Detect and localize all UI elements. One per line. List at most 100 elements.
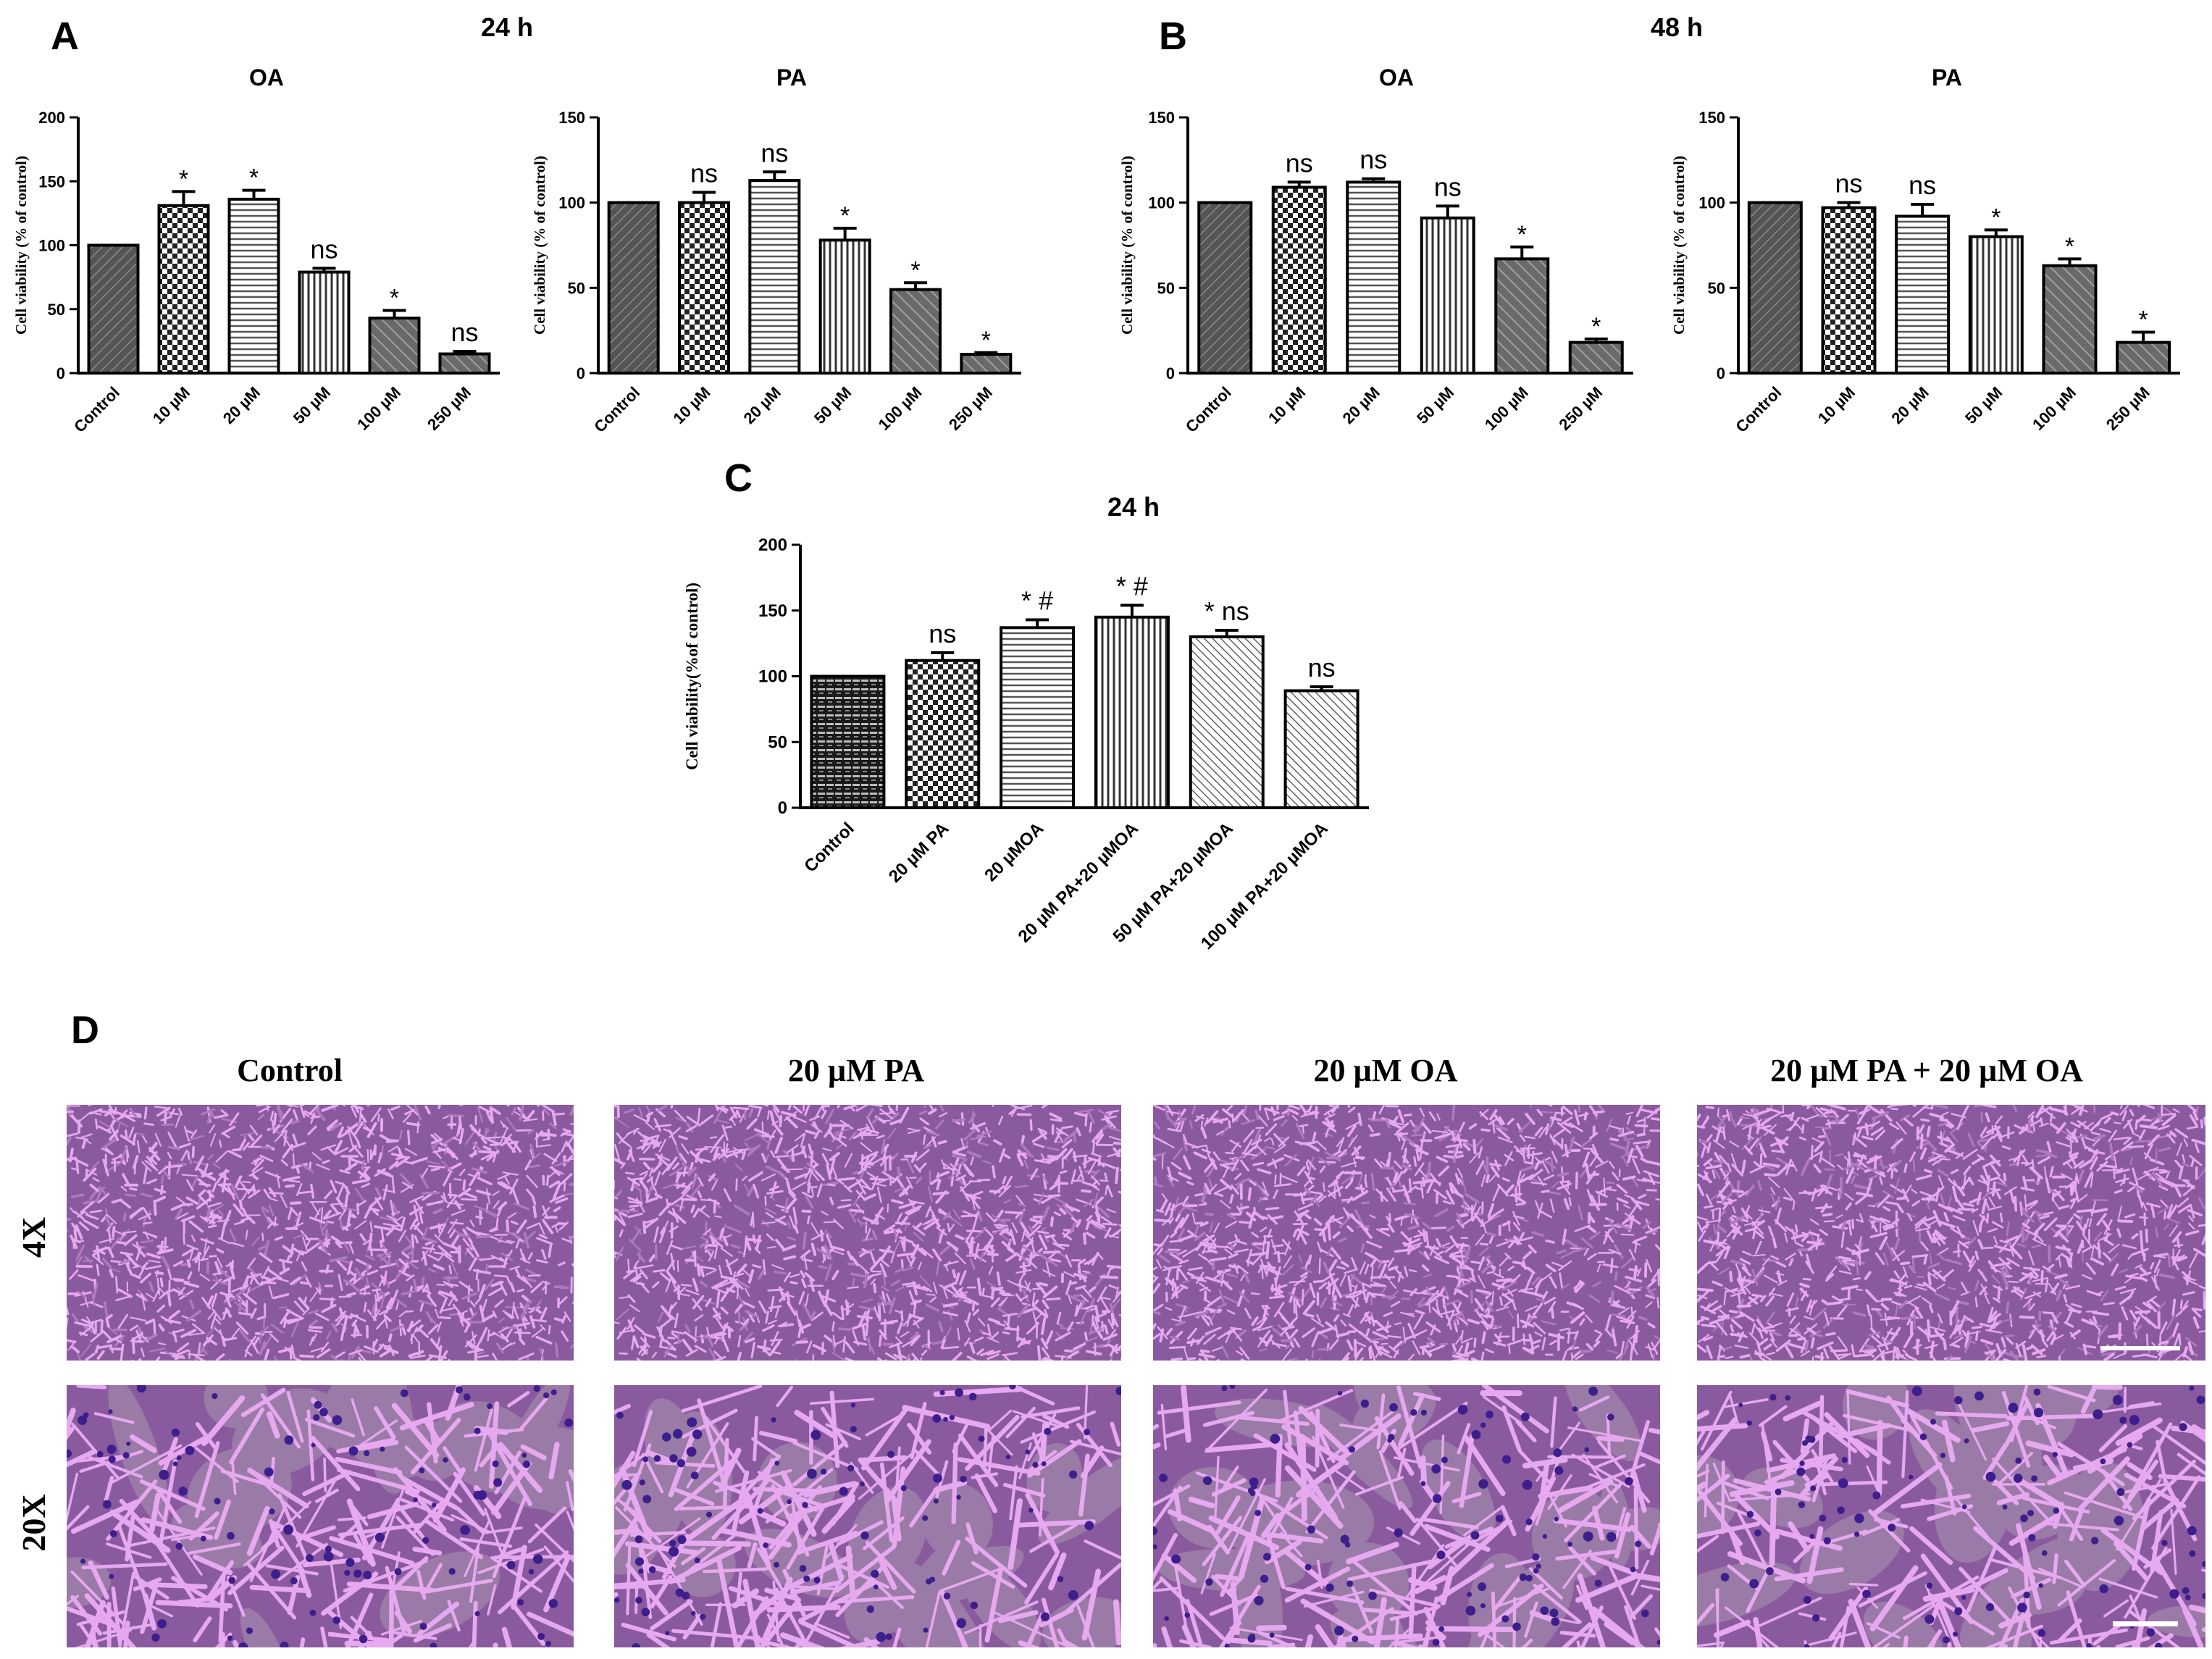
x-tick-label: 10 µM xyxy=(669,383,713,427)
bar xyxy=(1895,214,1951,375)
x-tick-label: 50 µM xyxy=(810,383,855,427)
y-tick-label: 0 xyxy=(1166,364,1175,383)
x-tick-label: 20 µM PA xyxy=(885,819,953,887)
micrograph-tile xyxy=(67,1105,574,1361)
x-tick-label: Control xyxy=(590,383,643,436)
y-tick-label: 150 xyxy=(558,109,585,127)
significance-label: ns xyxy=(1835,169,1862,199)
bar xyxy=(1094,615,1170,809)
micrograph-tile xyxy=(614,1385,1121,1647)
bar xyxy=(905,659,981,809)
panel-letter-d: D xyxy=(71,1008,99,1052)
chart-a-pa: PA Cell viability (% of control) 0 50 100 150… xyxy=(531,64,1021,436)
y-tick-label: 100 xyxy=(758,667,787,687)
x-tick-label: Control xyxy=(70,383,123,436)
significance-label: * # xyxy=(1021,585,1053,615)
panel-a-time: 24 h xyxy=(481,12,533,42)
y-tick-label: 100 xyxy=(1148,194,1175,212)
significance-label: * xyxy=(1591,313,1601,340)
x-tick-label: 50 µM xyxy=(290,383,334,427)
y-tick-label: 50 xyxy=(1157,279,1175,297)
y-tick-label: 150 xyxy=(1698,109,1725,127)
micrograph-header-oa: 20 µM OA xyxy=(1314,1053,1458,1088)
significance-label: ns xyxy=(1360,145,1387,175)
chart-title: OA xyxy=(249,64,284,91)
micrograph-cells xyxy=(67,1385,574,1647)
significance-label: * xyxy=(2065,233,2074,260)
significance-label: ns xyxy=(451,317,478,347)
micrograph-cells xyxy=(614,1385,1121,1647)
significance-label: * xyxy=(179,165,188,193)
chart-b-pa: PA Cell viability (% of control) 0 50 100 150… xyxy=(1670,64,2180,436)
significance-label: ns xyxy=(1286,148,1313,177)
bar xyxy=(818,238,871,375)
x-tick-label: 20 µM xyxy=(1339,383,1383,427)
x-tick-label: 250 µM xyxy=(2103,383,2153,434)
y-tick-label: 200 xyxy=(758,535,787,555)
micrograph-tile xyxy=(1153,1105,1660,1361)
micrograph-header-control: Control xyxy=(237,1053,343,1088)
chart-title: OA xyxy=(1379,64,1414,91)
bar xyxy=(87,243,140,375)
micrograph-header-pa-oa: 20 µM PA + 20 µM OA xyxy=(1770,1053,2083,1088)
y-axis-label: Cell viability (% of control) xyxy=(531,156,548,335)
x-tick-label: 250 µM xyxy=(424,383,474,434)
bar xyxy=(1000,626,1076,809)
y-tick-label: 0 xyxy=(778,798,787,818)
y-tick-label: 150 xyxy=(38,172,65,191)
panel-letter-c: C xyxy=(724,456,753,500)
significance-label: * xyxy=(249,164,259,192)
chart-title: PA xyxy=(776,64,807,91)
significance-label: ns xyxy=(1434,172,1462,201)
significance-label: * xyxy=(910,256,920,284)
chart-b-oa: OA Cell viability (% of control) 0 50 100 150… xyxy=(1118,64,1633,436)
bar xyxy=(678,201,730,375)
x-tick-label: 100 µM xyxy=(2029,383,2079,434)
y-tick-label: 150 xyxy=(758,601,787,621)
y-tick-label: 100 xyxy=(38,237,65,255)
significance-label: ns xyxy=(929,619,956,648)
micrograph-cells xyxy=(1153,1105,1660,1361)
y-tick-label: 0 xyxy=(577,364,585,383)
significance-label: * xyxy=(840,202,850,230)
significance-label: * xyxy=(981,327,991,354)
x-tick-label: 10 µM xyxy=(1265,383,1309,427)
significance-label: ns xyxy=(761,138,788,167)
bar xyxy=(438,352,491,375)
panel-c-time: 24 h xyxy=(1107,492,1160,522)
chart-a-oa: OA Cell viability (% of control) 0 50 100 150… xyxy=(12,64,500,436)
micrograph-tile xyxy=(1697,1105,2205,1361)
bar xyxy=(1968,235,2024,375)
micrograph-header-pa: 20 µM PA xyxy=(788,1053,924,1088)
bar xyxy=(960,353,1013,375)
bar xyxy=(1197,201,1253,375)
significance-label: * xyxy=(1991,204,2001,231)
x-tick-label: 250 µM xyxy=(945,383,996,434)
micrograph-cells xyxy=(1697,1385,2205,1647)
panel-letter-b: B xyxy=(1159,14,1187,58)
y-tick-label: 200 xyxy=(38,109,65,127)
y-tick-label: 50 xyxy=(48,301,65,319)
significance-label: ns xyxy=(1308,653,1336,682)
bar xyxy=(1494,257,1550,375)
x-tick-label: 10 µM xyxy=(149,383,193,427)
x-tick-label: 250 µM xyxy=(1555,383,1606,434)
significance-label: * xyxy=(1517,221,1527,248)
significance-label: * xyxy=(2139,306,2148,334)
bar xyxy=(607,201,660,375)
significance-label: * xyxy=(390,285,399,312)
x-tick-label: 50 µM xyxy=(1413,383,1457,427)
y-tick-label: 0 xyxy=(1717,364,1725,383)
panel-b-time: 48 h xyxy=(1651,12,1703,42)
x-tick-label: 20 µM xyxy=(740,383,784,427)
y-tick-label: 100 xyxy=(1698,194,1725,212)
significance-label: ns xyxy=(690,159,718,188)
bar xyxy=(1420,216,1475,375)
micrograph-tile xyxy=(67,1385,574,1647)
scale-bar-4x xyxy=(2100,1346,2180,1350)
y-tick-label: 100 xyxy=(558,194,585,212)
chart-c: Cell viability(%of control) 0 50 100 150 200 C… xyxy=(683,535,1369,953)
y-axis-label: Cell viability (% of control) xyxy=(1118,156,1136,335)
bar xyxy=(748,179,801,375)
